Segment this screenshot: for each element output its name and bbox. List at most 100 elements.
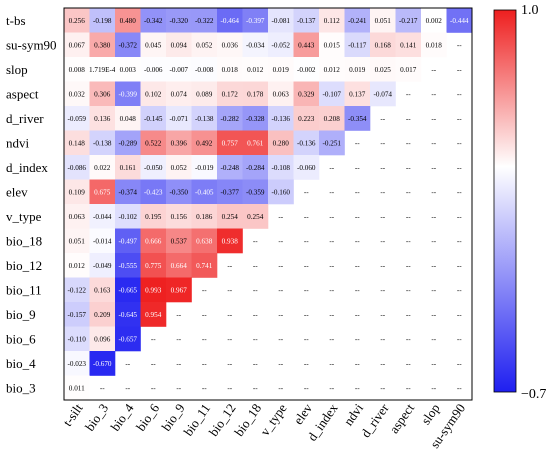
cell-empty-label: -- [431,237,436,245]
heatmap-cell [242,130,269,156]
cell-value-label: 0.112 [324,17,340,25]
heatmap-cell [217,204,243,229]
cell-empty-label: -- [100,384,105,392]
cell-value-label: 0.063 [273,90,290,98]
heatmap-cell [89,57,116,82]
cell-empty-label: -- [304,188,309,196]
heatmap-cell [395,57,422,82]
cell-value-label: 0.480 [120,17,137,25]
cell-value-label: -0.060 [297,164,316,172]
heatmap-cell [421,8,447,33]
cell-empty-label: -- [151,335,156,343]
cell-value-label: 0.209 [94,311,111,319]
heatmap-cell [115,81,141,107]
cell-value-label: -0.107 [322,90,341,98]
cell-empty-label: -- [329,213,334,221]
cell-value-label: 0.048 [120,115,137,123]
cell-value-label: -0.322 [195,17,214,25]
cell-value-label: -0.405 [195,188,214,196]
cell-empty-label: -- [457,115,462,123]
heatmap-cell [242,106,269,131]
cell-value-label: -0.102 [118,213,137,221]
row-label: bio_6 [6,331,36,346]
heatmap-cell [191,155,218,180]
cell-empty-label: -- [355,286,360,294]
cell-empty-label: -- [253,384,258,392]
heatmap-cell [166,81,192,107]
heatmap-cell [191,130,218,156]
cell-empty-label: -- [431,286,436,294]
cell-value-label: -0.086 [67,164,86,172]
cell-value-label: -0.050 [144,164,163,172]
heatmap-cell [395,8,422,33]
cell-empty-label: -- [329,335,334,343]
heatmap-cell [191,179,218,205]
heatmap-cell [293,155,320,180]
row-label: bio_3 [6,380,36,395]
heatmap-cell [140,57,167,82]
cell-value-label: 0.993 [145,286,162,294]
heatmap-cell [344,8,371,33]
cell-value-label: 0.067 [69,41,86,49]
heatmap-cell [319,130,345,156]
cell-value-label: 0.015 [324,41,341,49]
heatmap-cell [166,106,192,131]
heatmap-cell [166,204,192,229]
cell-empty-label: -- [406,164,411,172]
heatmap-cell [89,351,116,376]
cell-value-label: -0.423 [144,188,163,196]
cell-empty-label: -- [406,90,411,98]
heatmap-cell [64,277,90,303]
heatmap-cell [242,155,269,180]
cell-empty-label: -- [457,311,462,319]
cell-value-label: -0.006 [144,66,163,74]
heatmap-cell [217,32,243,58]
cell-value-label: 0.967 [171,286,188,294]
heatmap-cell [89,253,116,278]
heatmap-cell [293,8,320,33]
colorbar-max-label: 1.0 [521,3,539,18]
colorbar-min-label: −0.7 [521,387,546,402]
cell-empty-label: -- [457,66,462,74]
heatmap-cell [268,106,294,131]
cell-empty-label: -- [253,335,258,343]
heatmap-cell [319,32,345,58]
heatmap-cell [166,253,192,278]
heatmap-cell [64,375,90,401]
cell-empty-label: -- [406,139,411,147]
cell-value-label: -0.670 [93,360,112,368]
cell-value-label: 0.094 [171,41,188,49]
heatmap-cell [293,106,320,131]
cell-value-label: 0.032 [69,90,86,98]
cell-value-label: 0.666 [145,237,162,245]
cell-empty-label: -- [125,384,130,392]
cell-empty-label: -- [304,237,309,245]
cell-empty-label: -- [253,286,258,294]
cell-empty-label: -- [304,360,309,368]
heatmap-cell [293,57,320,82]
cell-empty-label: -- [380,311,385,319]
heatmap-cell [268,32,294,58]
cell-value-label: 0.136 [94,115,111,123]
cell-empty-label: -- [457,237,462,245]
row-label: v_type [6,209,42,224]
cell-value-label: -0.014 [93,237,112,245]
cell-value-label: -0.555 [118,262,137,270]
cell-value-label: 0.148 [69,139,86,147]
heatmap-cell [268,57,294,82]
cell-value-label: -0.081 [271,17,290,25]
heatmap-cell [370,8,396,33]
heatmap-cell [344,81,371,107]
cell-empty-label: -- [176,360,181,368]
heatmap-cell [89,302,116,327]
cell-value-label: -0.074 [373,90,392,98]
cell-empty-label: -- [406,262,411,270]
cell-empty-label: -- [176,311,181,319]
row-label: bio_9 [6,307,36,322]
cell-value-label: 0.163 [94,286,111,294]
heatmap-cell [344,32,371,58]
cell-value-label: -0.350 [169,188,188,196]
cell-empty-label: -- [431,335,436,343]
heatmap-cell [217,8,243,33]
row-label: bio_4 [6,356,36,371]
